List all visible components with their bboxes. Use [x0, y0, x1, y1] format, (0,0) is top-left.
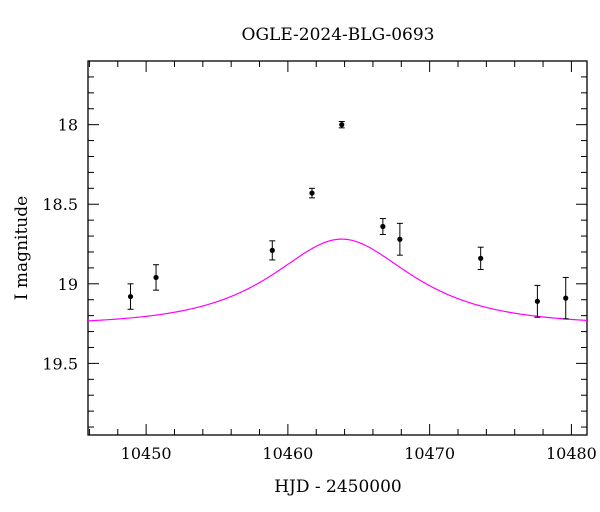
x-axis-label: HJD - 2450000 [274, 477, 402, 497]
plot-frame [87, 60, 588, 436]
data-marker [339, 122, 345, 128]
data-marker [563, 295, 569, 301]
chart-title: OGLE-2024-BLG-0693 [242, 25, 435, 45]
data-point [153, 264, 160, 291]
data-point [127, 283, 134, 310]
data-marker [269, 247, 275, 253]
x-tick-label: 10460 [262, 444, 313, 463]
y-tick-label: 19.5 [42, 354, 78, 373]
data-point [338, 120, 345, 129]
data-points [127, 120, 569, 320]
tick-labels: 10450 10460 10470 10480 18 18.5 19 19.5 [42, 116, 596, 463]
axis-ticks [88, 60, 587, 435]
data-marker [397, 236, 403, 242]
data-marker [478, 255, 484, 261]
data-marker [309, 190, 315, 196]
model-curve [87, 238, 588, 322]
data-point [379, 218, 386, 235]
x-tick-label: 10470 [404, 444, 455, 463]
data-point [396, 222, 403, 256]
data-marker [380, 223, 386, 230]
data-point [534, 284, 541, 318]
data-marker [534, 298, 540, 304]
y-tick-label: 18 [58, 116, 78, 135]
y-axis-label: I magnitude [12, 196, 32, 300]
data-point [269, 240, 276, 261]
data-marker [153, 274, 159, 281]
x-tick-label: 10450 [121, 444, 172, 463]
x-tick-label: 10480 [546, 444, 597, 463]
data-point [477, 246, 484, 270]
data-point [562, 276, 569, 320]
y-tick-label: 19 [58, 275, 78, 294]
y-tick-label: 18.5 [42, 195, 78, 214]
data-marker [127, 293, 134, 300]
data-point [308, 187, 315, 199]
